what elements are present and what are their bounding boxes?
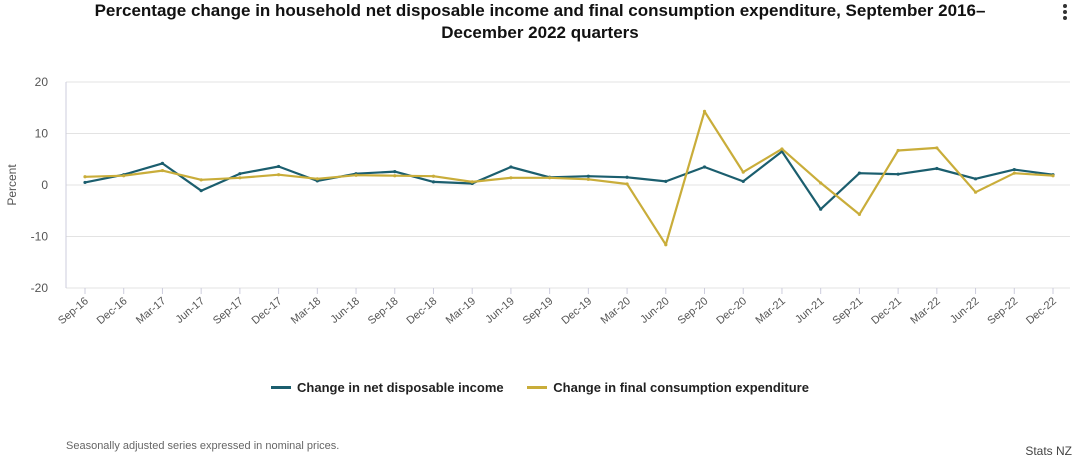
x-tick-label: Dec-20	[714, 295, 749, 327]
data-point	[277, 173, 281, 177]
footnote: Seasonally adjusted series expressed in …	[66, 440, 340, 452]
x-tick-label: Sep-18	[366, 295, 401, 327]
x-tick-label: Mar-20	[599, 295, 633, 327]
data-point	[664, 179, 668, 183]
x-tick-label: Mar-22	[908, 295, 942, 327]
data-point	[586, 177, 590, 181]
legend-label-income: Change in net disposable income	[297, 380, 504, 395]
data-point	[857, 171, 862, 175]
data-point	[393, 170, 397, 174]
data-point	[1051, 174, 1055, 178]
data-point	[896, 172, 900, 176]
data-point	[935, 166, 939, 171]
data-point	[238, 176, 242, 180]
data-point	[83, 175, 87, 179]
data-point	[393, 174, 397, 178]
data-point	[509, 165, 513, 169]
x-tick-label: Sep-22	[985, 295, 1020, 327]
data-point	[819, 181, 823, 185]
data-point	[625, 182, 629, 186]
data-point	[431, 174, 436, 178]
x-tick-label: Mar-19	[444, 295, 478, 327]
legend-item-consumption[interactable]: Change in final consumption expenditure	[527, 380, 809, 395]
chart-title: Percentage change in household net dispo…	[94, 1, 986, 42]
data-point	[586, 174, 590, 178]
data-point	[509, 176, 513, 180]
data-point	[431, 180, 436, 184]
x-tick-label: Sep-20	[676, 295, 711, 327]
x-tick-label: Mar-17	[134, 295, 168, 327]
data-point	[354, 173, 358, 177]
x-tick-label: Jun-21	[793, 295, 826, 326]
y-tick-label: -20	[31, 281, 49, 295]
data-point	[238, 172, 242, 176]
x-tick-label: Sep-19	[521, 295, 556, 327]
data-point	[896, 148, 900, 153]
data-point	[199, 178, 203, 182]
x-tick-label: Mar-21	[753, 295, 787, 327]
data-point	[857, 212, 862, 216]
x-tick-label: Dec-19	[559, 295, 594, 327]
data-point	[160, 168, 165, 173]
data-point	[470, 180, 474, 184]
y-axis-label: Percent	[5, 164, 19, 206]
y-tick-label: 20	[35, 75, 49, 89]
data-point	[160, 161, 165, 165]
x-tick-label: Dec-17	[250, 295, 285, 327]
data-point	[1012, 167, 1016, 172]
data-point	[625, 175, 629, 179]
data-point	[199, 189, 203, 193]
legend-label-consumption: Change in final consumption expenditure	[553, 380, 809, 395]
x-tick-label: Jun-20	[638, 295, 671, 326]
data-point	[548, 176, 552, 180]
data-point	[780, 147, 784, 151]
data-point	[702, 165, 707, 169]
data-point	[741, 170, 745, 174]
series-line-1	[84, 110, 1054, 246]
y-tick-label: -10	[31, 230, 49, 244]
data-point	[1012, 171, 1016, 175]
x-tick-label: Dec-18	[405, 295, 440, 327]
data-point	[122, 174, 126, 178]
series-line-0	[84, 150, 1054, 211]
x-tick-label: Dec-22	[1024, 295, 1059, 327]
data-point	[277, 164, 281, 169]
x-tick-label: Jun-18	[328, 295, 361, 326]
x-tick-label: Sep-16	[56, 295, 91, 327]
y-tick-label: 10	[35, 127, 49, 141]
kebab-menu-icon[interactable]	[1058, 2, 1072, 26]
x-tick-label: Dec-21	[869, 295, 904, 327]
x-tick-label: Sep-17	[211, 295, 246, 327]
data-point	[315, 177, 319, 181]
x-tick-label: Jun-17	[174, 295, 207, 326]
legend-swatch-consumption	[527, 386, 548, 390]
y-tick-label: 0	[41, 178, 48, 192]
legend-swatch-income	[271, 386, 292, 390]
data-point	[819, 207, 823, 211]
data-point	[83, 180, 87, 185]
x-tick-label: Mar-18	[289, 295, 323, 327]
x-tick-label: Dec-16	[95, 295, 130, 327]
legend: Change in net disposable income Change i…	[0, 380, 1080, 395]
data-point	[664, 243, 668, 247]
data-point	[973, 190, 978, 194]
data-point	[741, 179, 745, 183]
x-tick-label: Jun-19	[483, 295, 516, 326]
data-point	[702, 109, 707, 113]
x-tick-label: Jun-22	[948, 295, 981, 326]
source-credit: Stats NZ	[1025, 444, 1072, 458]
x-tick-label: Sep-21	[830, 295, 865, 327]
data-point	[935, 146, 939, 150]
legend-item-income[interactable]: Change in net disposable income	[271, 380, 504, 395]
data-point	[973, 177, 978, 181]
